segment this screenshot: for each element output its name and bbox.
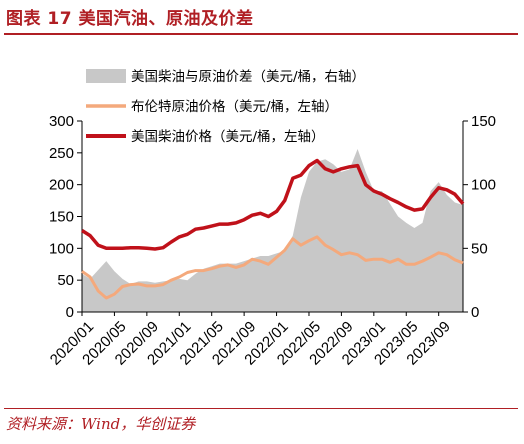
left-tick-label: 250 [49, 145, 74, 162]
right-tick-label: 0 [471, 304, 479, 321]
left-tick-label: 300 [49, 113, 74, 130]
right-tick-label: 50 [471, 240, 488, 257]
title-rule [4, 33, 518, 35]
brent-line [81, 235, 464, 300]
left-tick-label: 50 [57, 272, 74, 289]
legend: 美国柴油与原油价差（美元/桶，右轴） 布伦特原油价格（美元/桶，左轴） 美国柴油价格… [86, 69, 365, 145]
left-tick-label: 150 [49, 209, 74, 226]
us-diesel-line [81, 158, 465, 251]
right-tick-label: 150 [471, 113, 496, 130]
left-tick-label: 200 [49, 177, 74, 194]
source-rule [4, 408, 518, 409]
legend-label: 美国柴油价格（美元/桶，左轴） [131, 129, 325, 145]
spread-area-layer [82, 149, 463, 312]
right-tick-label: 100 [471, 177, 496, 194]
figure-title: 图表 17 美国汽油、原油及价差 [6, 9, 254, 29]
price-lines-layer [81, 158, 465, 300]
axes-layer [77, 120, 468, 316]
left-tick-label: 100 [49, 240, 74, 257]
left-tick-label: 0 [66, 304, 74, 321]
legend-label: 美国柴油与原油价差（美元/桶，右轴） [131, 69, 365, 85]
legend-swatch-spread [86, 69, 126, 83]
legend-label: 布伦特原油价格（美元/桶，左轴） [131, 99, 338, 115]
figure-source: 资料来源：Wind，华创证券 [6, 415, 196, 433]
spread-area [82, 149, 463, 312]
